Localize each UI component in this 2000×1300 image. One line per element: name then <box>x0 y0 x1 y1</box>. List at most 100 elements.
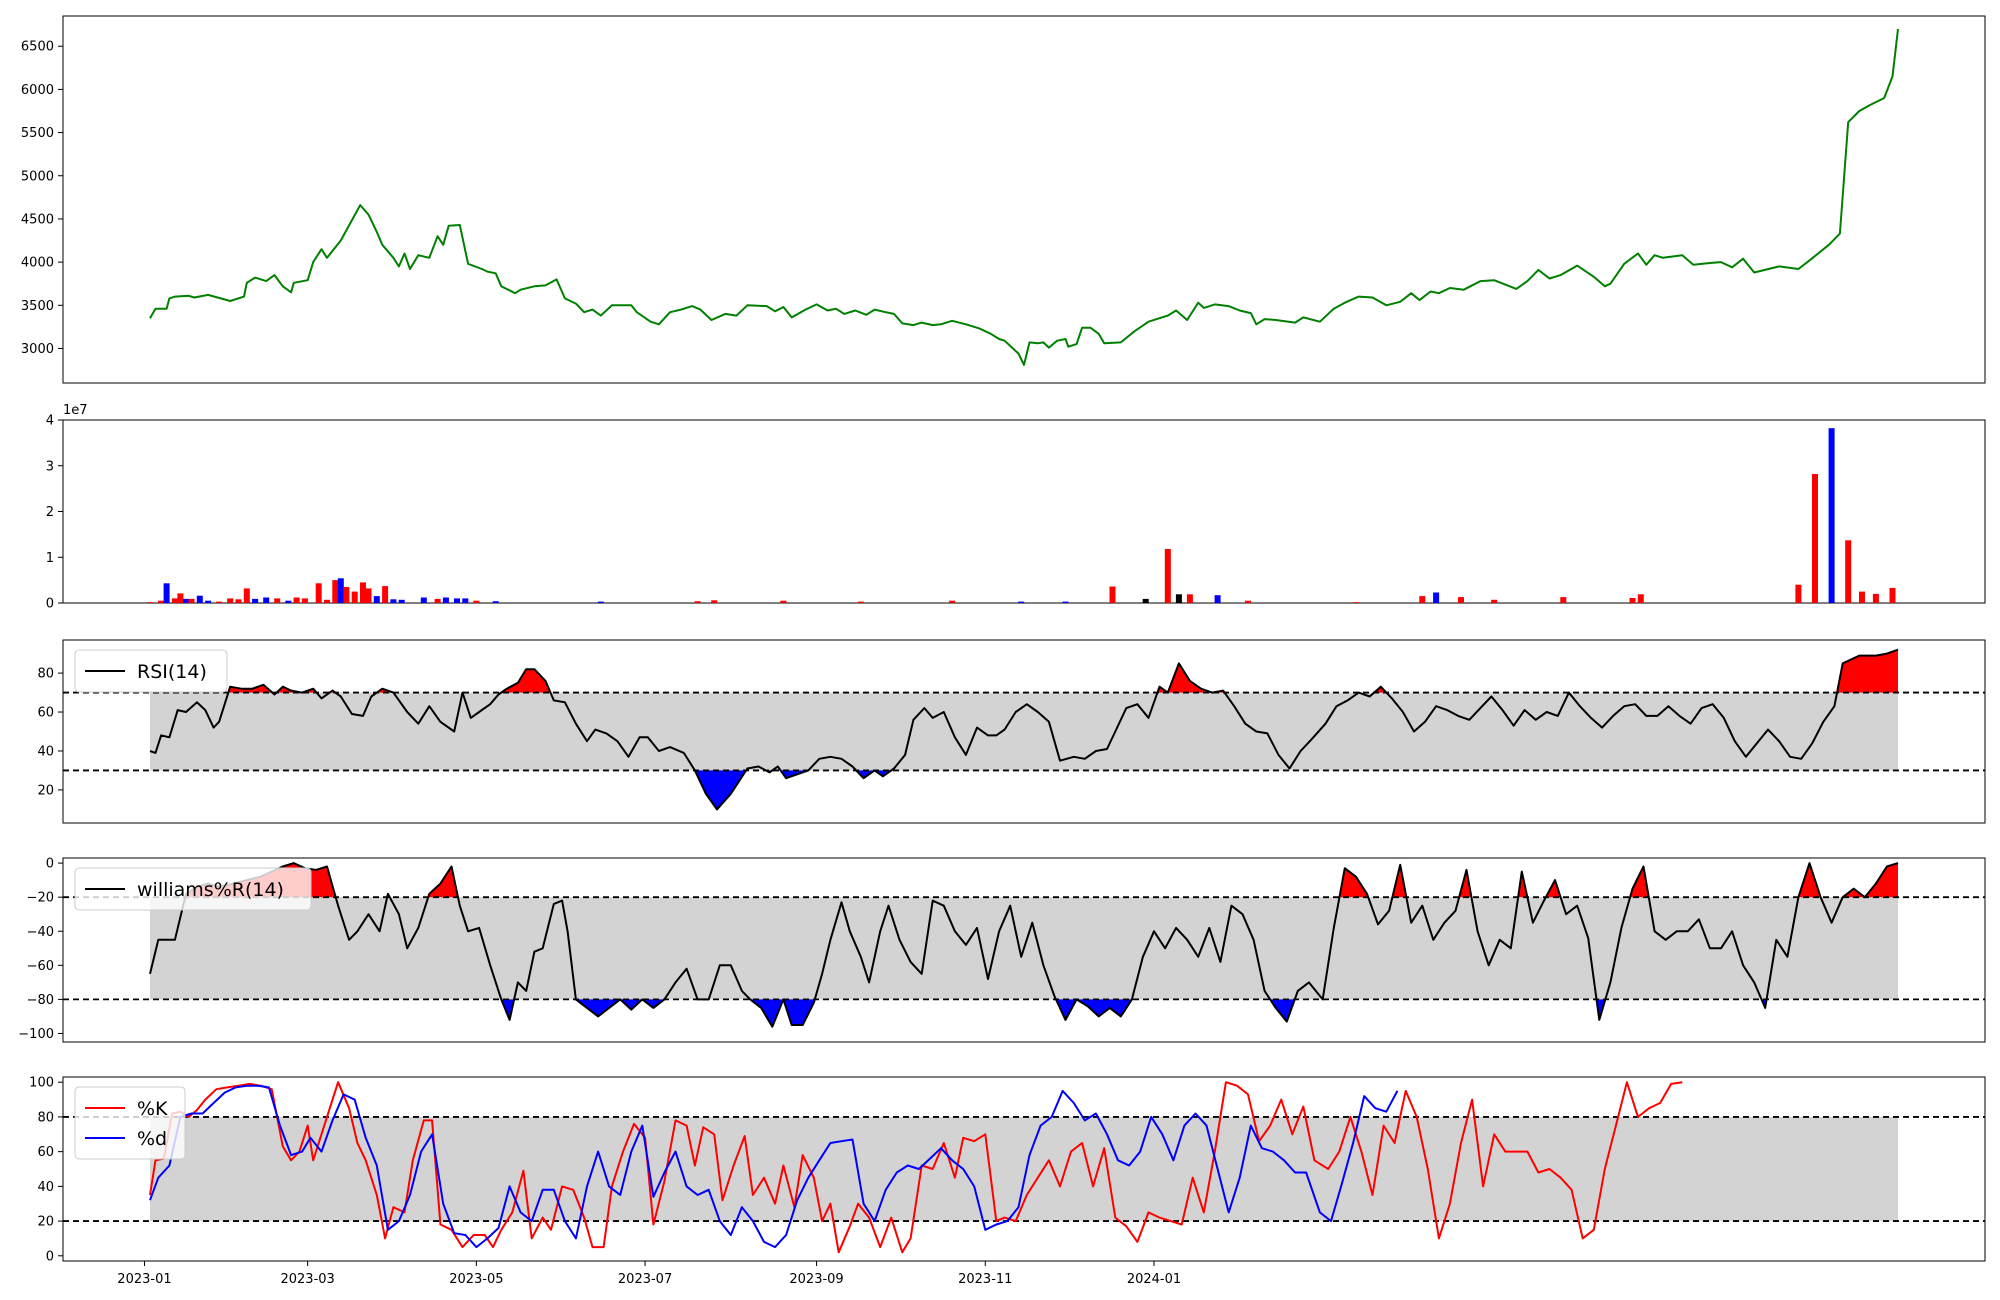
volume-bar <box>454 598 460 603</box>
oversold-fill <box>501 999 515 1020</box>
volume-bar <box>694 601 701 603</box>
volume-bar <box>285 600 292 603</box>
overbought-fill <box>1392 864 1407 898</box>
overbought-fill <box>1864 863 1898 898</box>
legend-box <box>74 867 312 911</box>
volume-bar <box>301 598 308 603</box>
oversold-fill <box>642 999 665 1008</box>
volume-bar <box>382 586 389 603</box>
overbought-fill <box>1837 649 1898 693</box>
legend-box <box>74 1086 186 1160</box>
volume-bar <box>1637 594 1644 603</box>
volume-bar <box>263 597 270 603</box>
ytick-label: 80 <box>37 667 54 682</box>
ytick-label: 4 <box>46 414 54 429</box>
oversold-fill <box>620 999 643 1010</box>
overbought-fill <box>1545 880 1561 898</box>
ytick-label: 20 <box>37 1215 54 1230</box>
volume-bar <box>343 587 350 603</box>
ytick-label: 40 <box>37 1180 54 1195</box>
volume-bar <box>163 583 170 603</box>
legend-box <box>74 649 228 693</box>
volume-bar <box>1845 540 1852 603</box>
ytick-label: 20 <box>37 783 54 798</box>
volume-bar <box>1560 597 1567 603</box>
overbought-fill <box>1459 869 1472 898</box>
axes-frame-0 <box>62 15 1986 384</box>
ytick-label: 5500 <box>21 126 54 141</box>
ytick-label: 0 <box>46 857 54 872</box>
ytick-label: 60 <box>37 1145 54 1160</box>
volume-bar <box>1795 584 1802 603</box>
overbought-fill <box>276 686 303 693</box>
volume-bar <box>235 599 242 603</box>
ytick-label: −40 <box>27 925 54 940</box>
volume-bar <box>1186 594 1193 603</box>
axes-frame-2 <box>62 639 1986 824</box>
series-line-stochastic-1 <box>149 1084 1399 1249</box>
ytick-label: −80 <box>27 993 54 1008</box>
volume-bar <box>1629 598 1636 603</box>
volume-bar <box>434 598 441 603</box>
volume-bar <box>196 595 203 603</box>
oversold-fill <box>783 999 815 1025</box>
xtick-label: 2023-09 <box>789 1272 843 1287</box>
volume-bar <box>1062 601 1069 603</box>
overbought-fill <box>1798 863 1821 898</box>
volume-bar <box>492 601 499 603</box>
ytick-label: 1 <box>46 551 54 566</box>
volume-bar <box>949 600 956 603</box>
volume-bar <box>1859 591 1865 603</box>
ytick-label: 5000 <box>21 169 54 184</box>
overbought-fill <box>1842 888 1865 898</box>
xtick-label: 2023-07 <box>618 1272 672 1287</box>
volume-bar <box>188 598 195 603</box>
axes-frame-3 <box>62 857 1986 1043</box>
volume-bar <box>1109 586 1116 603</box>
volume-bar <box>1175 594 1182 603</box>
volume-bar <box>1352 602 1359 603</box>
volume-bar <box>337 578 344 603</box>
volume-bar <box>351 591 358 603</box>
volume-bar <box>857 601 864 603</box>
volume-bar <box>216 601 223 603</box>
oversold-fill <box>575 999 621 1017</box>
volume-bar <box>274 598 281 603</box>
ytick-label: 6500 <box>21 40 54 55</box>
overbought-fill <box>501 669 551 693</box>
volume-bar <box>243 588 250 603</box>
volume-bar <box>373 596 380 603</box>
volume-bar <box>711 600 718 603</box>
series-line-stochastic-0 <box>149 1081 1683 1254</box>
ytick-label: 6000 <box>21 83 54 98</box>
ytick-label: 0 <box>46 1249 54 1264</box>
volume-bar <box>365 588 372 603</box>
volume-bar <box>398 599 405 603</box>
xtick-label: 2023-03 <box>280 1272 334 1287</box>
volume-bar <box>158 600 165 603</box>
volume-bar <box>147 602 153 603</box>
volume-bar <box>171 598 178 603</box>
oversold-fill <box>694 770 747 810</box>
legend-label: williams%R(14) <box>137 879 284 901</box>
ytick-label: 100 <box>29 1076 54 1091</box>
ytick-label: 4000 <box>21 256 54 271</box>
volume-bar <box>1164 549 1171 603</box>
overbought-fill <box>1167 663 1213 693</box>
xtick-label: 2023-05 <box>449 1272 503 1287</box>
ytick-label: 80 <box>37 1110 54 1125</box>
ytick-label: 4500 <box>21 212 54 227</box>
ytick-label: −60 <box>27 959 54 974</box>
price-line <box>149 28 1899 366</box>
xtick-label: 2024-01 <box>1127 1272 1181 1287</box>
volume-bar <box>1245 600 1251 603</box>
volume-bar <box>1889 587 1896 603</box>
oversold-fill <box>856 770 875 779</box>
ytick-label: −20 <box>27 891 54 906</box>
overbought-fill <box>1339 868 1369 898</box>
volume-bar <box>205 600 212 603</box>
volume-bar <box>1872 593 1879 603</box>
legend-label: %d <box>137 1128 167 1150</box>
